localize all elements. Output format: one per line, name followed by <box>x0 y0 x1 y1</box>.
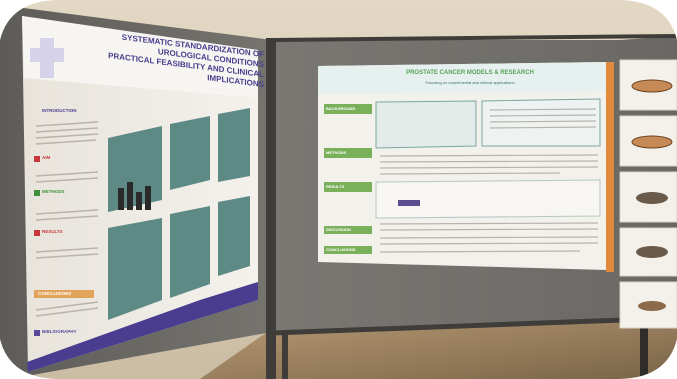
photo-cards <box>619 59 677 329</box>
left-panel <box>108 218 162 320</box>
right-green-label: METHODS <box>326 150 346 155</box>
right-green-labels <box>324 104 372 254</box>
right-poster-header <box>318 62 606 94</box>
right-poster-figure <box>398 200 420 206</box>
accent-band <box>34 290 94 298</box>
board-leg <box>282 334 288 379</box>
left-section-label: BIBLIOGRAPHY <box>42 329 77 334</box>
corner-mask <box>617 0 677 40</box>
left-panel-bars <box>118 182 151 210</box>
left-text-lines <box>35 121 99 317</box>
accent-square <box>34 230 40 236</box>
left-panel <box>170 116 210 190</box>
left-section-label: CONCLUSIONS <box>38 291 72 296</box>
left-panel <box>108 126 162 212</box>
left-panel <box>218 196 250 276</box>
left-section-label: RESULTS <box>42 229 63 234</box>
left-poster-header <box>22 16 258 98</box>
corner-mask <box>617 339 677 379</box>
right-green-label: DISCUSSION <box>326 227 351 232</box>
right-poster-subtitle: Focusing on experimental and clinical ap… <box>425 80 515 85</box>
right-green-label: BACKGROUND <box>326 106 356 111</box>
left-poster-footer <box>27 282 258 372</box>
corner-mask <box>0 0 60 40</box>
left-panel <box>218 108 250 182</box>
right-poster-title: PROSTATE CANCER MODELS & RESEARCH <box>406 70 534 76</box>
board-leg <box>640 320 648 379</box>
accent-square <box>34 156 40 162</box>
right-panel <box>481 98 601 147</box>
right-text-lines <box>379 108 599 253</box>
accent-square <box>34 190 40 196</box>
right-panel <box>375 179 601 219</box>
board-bottom-frame <box>271 315 677 336</box>
orange-strip <box>606 62 614 272</box>
logo-shape <box>30 48 64 62</box>
right-green-label: CONCLUSIONS <box>326 247 356 252</box>
right-green-label: RESULTS <box>326 184 345 189</box>
right-panel <box>375 100 477 149</box>
left-section-label: INTRODUCTION <box>42 108 77 113</box>
corner-mask <box>0 339 60 379</box>
left-section-label: METHODS <box>42 189 65 194</box>
board-top-frame <box>271 34 677 42</box>
board-post <box>266 38 276 379</box>
left-panel <box>170 206 210 298</box>
left-section-label: AIM <box>42 155 51 160</box>
accent-square <box>34 330 40 336</box>
